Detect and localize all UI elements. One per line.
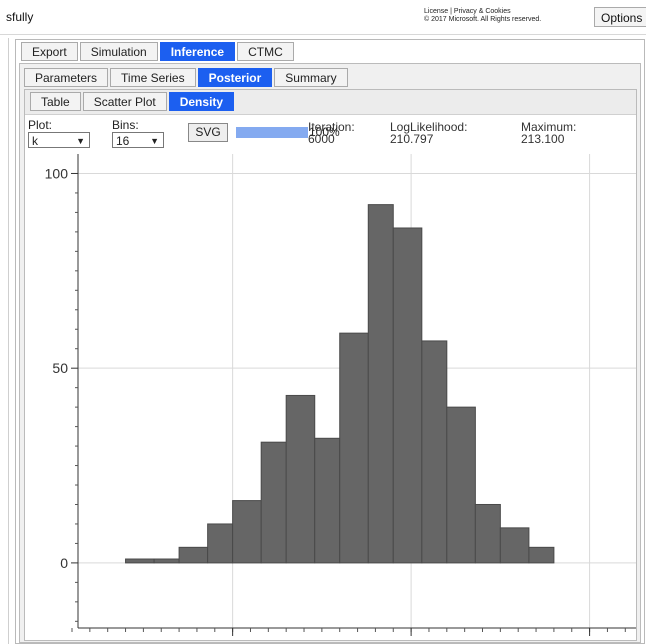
maximum-stat: Maximum: 213.100 — [521, 121, 576, 145]
loglikelihood-label: LogLikelihood: — [390, 120, 468, 134]
inference-tabs: Parameters Time Series Posterior Summary — [24, 68, 348, 87]
plot-select-value: k — [32, 134, 38, 148]
plot-select[interactable]: k ▼ — [28, 132, 90, 148]
y-tick-label: 50 — [52, 360, 68, 376]
histogram-bar — [528, 546, 555, 564]
maximum-value: 213.100 — [521, 132, 565, 146]
copyright-text: © 2017 Microsoft. All Rights reserved. — [424, 16, 542, 23]
bins-select[interactable]: 16 ▼ — [112, 132, 164, 148]
tab-scatter-plot[interactable]: Scatter Plot — [82, 92, 167, 111]
options-button[interactable]: Options — [594, 7, 646, 27]
tab-density[interactable]: Density — [168, 92, 235, 111]
histogram-bar — [367, 204, 394, 564]
tab-simulation[interactable]: Simulation — [79, 42, 158, 61]
histogram-bar — [392, 227, 423, 564]
legal-links[interactable]: License | Privacy & Cookies © 2017 Micro… — [424, 8, 541, 24]
loglikelihood-stat: LogLikelihood: 210.797 — [390, 121, 467, 145]
posterior-tabs: Table Scatter Plot Density — [30, 92, 235, 111]
main-tabs: Export Simulation Inference CTMC — [21, 42, 294, 61]
main-panel: Export Simulation Inference CTMC Parameters… — [15, 39, 645, 644]
progress-bar — [236, 127, 308, 138]
progress-percent: 100% — [309, 125, 340, 139]
tab-inference[interactable]: Inference — [159, 42, 236, 61]
chevron-down-icon: ▼ — [150, 136, 159, 146]
plot-label: Plot: — [28, 118, 53, 132]
density-histogram: 0501000.002950.0030.00305 — [45, 154, 636, 636]
histogram-bar — [285, 394, 316, 564]
posterior-panel: Table Scatter Plot Density Plot: k ▼ Bins:… — [24, 89, 637, 641]
histogram-bar — [499, 527, 530, 564]
histogram-bar — [178, 546, 209, 564]
loglikelihood-value: 210.797 — [390, 132, 434, 146]
histogram-bar — [207, 523, 234, 564]
bins-label: Bins: — [112, 118, 139, 132]
chevron-down-icon: ▼ — [76, 136, 85, 146]
license-privacy-link[interactable]: License | Privacy & Cookies — [424, 8, 511, 15]
maximum-label: Maximum: — [521, 120, 577, 134]
y-tick-label: 0 — [60, 555, 68, 571]
iteration-label: Iteration: — [308, 120, 355, 134]
histogram-bar — [125, 558, 155, 564]
histogram-bar — [232, 500, 262, 564]
tab-table[interactable]: Table — [30, 92, 81, 111]
left-pane-edge — [0, 38, 9, 644]
tab-export[interactable]: Export — [21, 42, 78, 61]
tab-posterior[interactable]: Posterior — [197, 68, 273, 87]
iteration-value: 6000 — [308, 132, 335, 146]
top-bar: sfully License | Privacy & Cookies © 201… — [0, 0, 646, 35]
status-text: sfully — [6, 10, 34, 24]
svg-export-button[interactable]: SVG — [188, 123, 228, 142]
inference-panel: Parameters Time Series Posterior Summary Ta… — [19, 63, 641, 643]
histogram-bar — [339, 332, 369, 564]
histogram-bar — [260, 441, 287, 564]
histogram-bar — [314, 437, 341, 564]
histogram-bar — [446, 406, 476, 564]
iteration-stat: Iteration: 6000 — [308, 121, 355, 145]
histogram-bar — [153, 558, 180, 564]
tab-parameters[interactable]: Parameters — [24, 68, 109, 87]
y-tick-label: 100 — [45, 165, 69, 181]
tab-ctmc[interactable]: CTMC — [237, 42, 294, 61]
tab-time-series[interactable]: Time Series — [110, 68, 196, 87]
histogram-bar — [421, 340, 448, 564]
bins-select-value: 16 — [116, 134, 130, 148]
tab-summary[interactable]: Summary — [274, 68, 348, 87]
histogram-bar — [474, 503, 501, 564]
